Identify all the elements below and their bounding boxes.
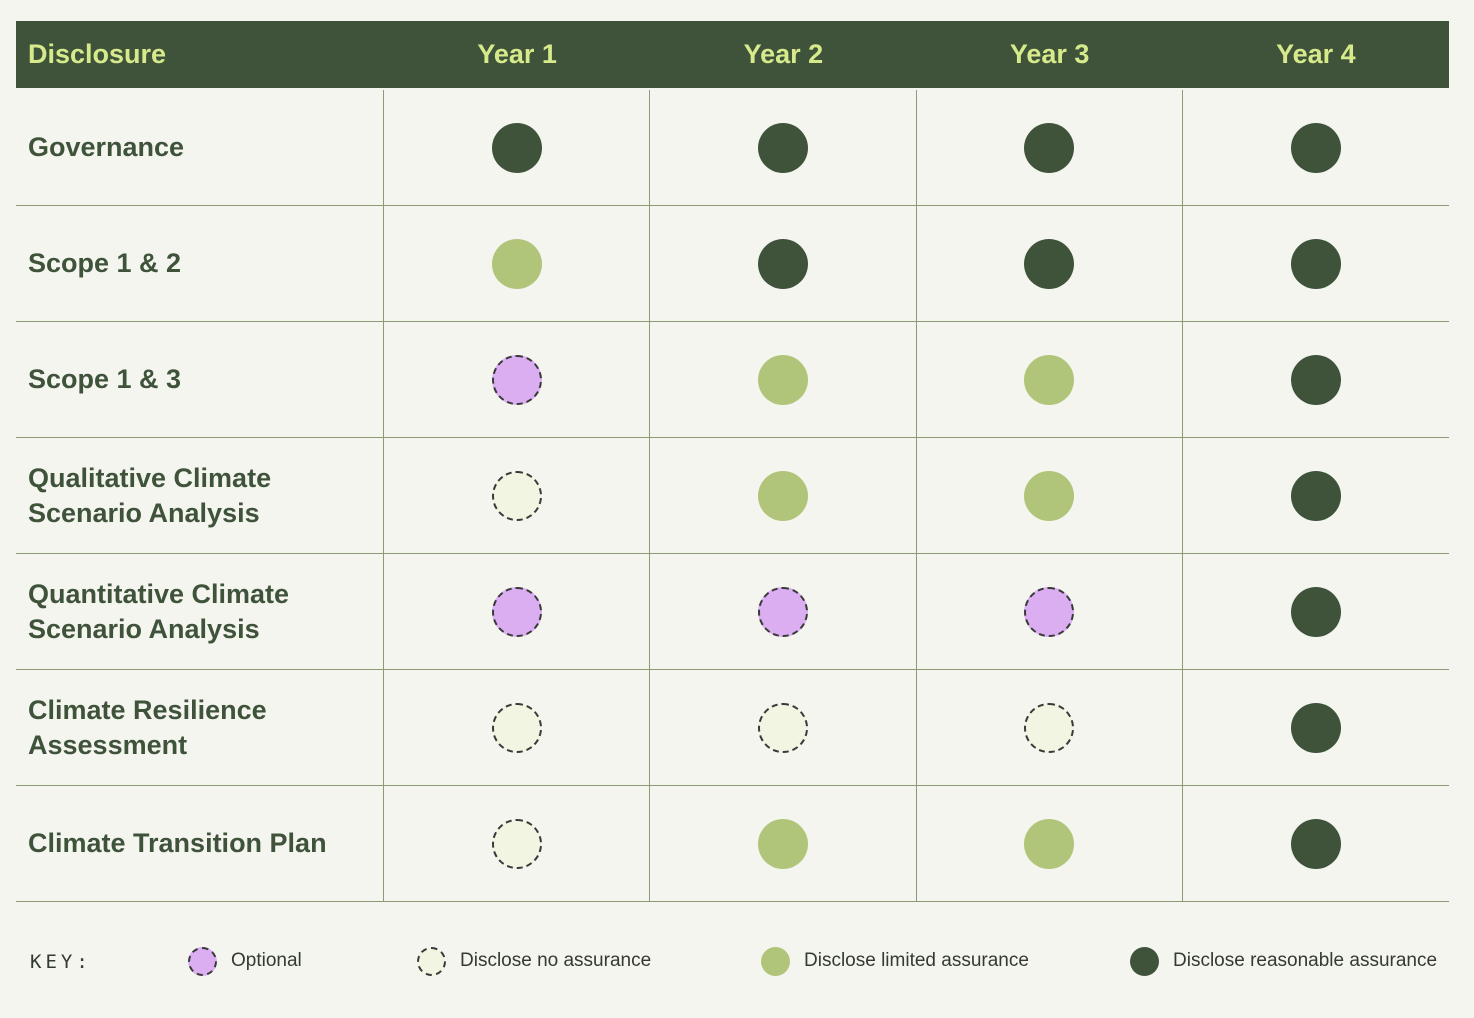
legend-item-reasonable: Disclose reasonable assurance	[1130, 944, 1437, 978]
limited-assurance-dot	[1024, 354, 1075, 405]
none-assurance-dot	[491, 702, 542, 753]
limited-assurance-dot	[491, 238, 542, 289]
table-row: Climate Resilience Assessment	[16, 670, 1449, 786]
reasonable-assurance-dot	[491, 122, 542, 173]
table-row: Quantitative Climate Scenario Analysis	[16, 554, 1449, 670]
table-cell	[1183, 322, 1449, 437]
legend-label-reasonable: Disclose reasonable assurance	[1173, 950, 1438, 971]
table-cell	[384, 90, 651, 205]
table-cell	[917, 438, 1183, 553]
table-cell	[1183, 670, 1449, 785]
limited-assurance-dot	[1024, 818, 1075, 869]
reasonable-assurance-dot-icon	[1130, 946, 1159, 976]
table-cell	[650, 206, 917, 321]
reasonable-assurance-dot	[757, 122, 808, 173]
limited-assurance-dot	[1024, 470, 1075, 521]
row-label: Climate Resilience Assessment	[16, 670, 384, 785]
table-cell	[1183, 786, 1449, 901]
none-assurance-dot	[491, 470, 542, 521]
table-row: Scope 1 & 2	[16, 206, 1449, 322]
reasonable-assurance-dot	[1290, 354, 1341, 405]
limited-assurance-dot	[757, 354, 808, 405]
reasonable-assurance-dot	[1290, 702, 1341, 753]
header-disclosure: Disclosure	[28, 39, 167, 69]
reasonable-assurance-dot	[757, 238, 808, 289]
table-cell	[384, 438, 651, 553]
optional-dot-icon	[188, 946, 217, 976]
table-cell	[650, 90, 917, 205]
legend-title: KEY:	[30, 951, 92, 973]
table-cell	[650, 670, 917, 785]
no-assurance-dot-icon	[417, 946, 446, 976]
none-assurance-dot	[491, 818, 542, 869]
row-label: Climate Transition Plan	[16, 786, 384, 901]
table-row: Qualitative Climate Scenario Analysis	[16, 438, 1449, 554]
limited-assurance-dot	[757, 470, 808, 521]
reasonable-assurance-dot	[1290, 586, 1341, 637]
header-year-3: Year 3	[1009, 39, 1090, 69]
table-row: Scope 1 & 3	[16, 322, 1449, 438]
row-label: Scope 1 & 3	[16, 322, 384, 437]
table-cell	[384, 206, 651, 321]
row-label: Qualitative Climate Scenario Analysis	[16, 438, 384, 553]
legend-label-limited: Disclose limited assurance	[804, 950, 1029, 971]
reasonable-assurance-dot	[1290, 122, 1341, 173]
table-header: Disclosure Year 1 Year 2 Year 3 Year 4	[16, 21, 1449, 88]
reasonable-assurance-dot	[1024, 238, 1075, 289]
table-cell	[917, 206, 1183, 321]
legend: KEY: Optional Disclose no assurance Disc…	[30, 940, 1450, 984]
table-cell	[917, 786, 1183, 901]
optional-assurance-dot	[491, 586, 542, 637]
header-year-4: Year 4	[1276, 39, 1356, 69]
table-cell	[917, 554, 1183, 669]
table-row: Governance	[16, 90, 1449, 206]
reasonable-assurance-dot	[1290, 818, 1341, 869]
table-cell	[1183, 438, 1449, 553]
table-body: Governance Scope 1 & 2 Scope 1 & 3 Qualitat…	[16, 90, 1449, 902]
none-assurance-dot	[757, 702, 808, 753]
table-cell	[650, 786, 917, 901]
optional-assurance-dot	[491, 354, 542, 405]
legend-item-optional: Optional	[188, 944, 302, 978]
row-label: Quantitative Climate Scenario Analysis	[16, 554, 384, 669]
row-label: Governance	[16, 90, 384, 205]
table-cell	[384, 322, 651, 437]
limited-assurance-dot-icon	[761, 946, 790, 976]
legend-item-none: Disclose no assurance	[417, 944, 651, 978]
reasonable-assurance-dot	[1290, 470, 1341, 521]
table-cell	[917, 670, 1183, 785]
table-cell	[650, 554, 917, 669]
header-year-1: Year 1	[477, 39, 557, 69]
table-cell	[384, 554, 651, 669]
table-cell	[1183, 90, 1449, 205]
optional-assurance-dot	[1024, 586, 1075, 637]
table-cell	[1183, 206, 1449, 321]
table-cell	[650, 322, 917, 437]
table-row: Climate Transition Plan	[16, 786, 1449, 902]
disclosure-table: Disclosure Year 1 Year 2 Year 3 Year 4 G…	[16, 21, 1449, 902]
header-year-2: Year 2	[743, 39, 824, 69]
table-cell	[917, 90, 1183, 205]
reasonable-assurance-dot	[1024, 122, 1075, 173]
legend-label-optional: Optional	[231, 950, 302, 971]
none-assurance-dot	[1024, 702, 1075, 753]
limited-assurance-dot	[757, 818, 808, 869]
table-cell	[1183, 554, 1449, 669]
table-cell	[384, 786, 651, 901]
optional-assurance-dot	[757, 586, 808, 637]
reasonable-assurance-dot	[1290, 238, 1341, 289]
table-cell	[384, 670, 651, 785]
table-cell	[650, 438, 917, 553]
row-label: Scope 1 & 2	[16, 206, 384, 321]
legend-label-none: Disclose no assurance	[460, 950, 652, 971]
legend-item-limited: Disclose limited assurance	[761, 944, 1029, 978]
table-cell	[917, 322, 1183, 437]
